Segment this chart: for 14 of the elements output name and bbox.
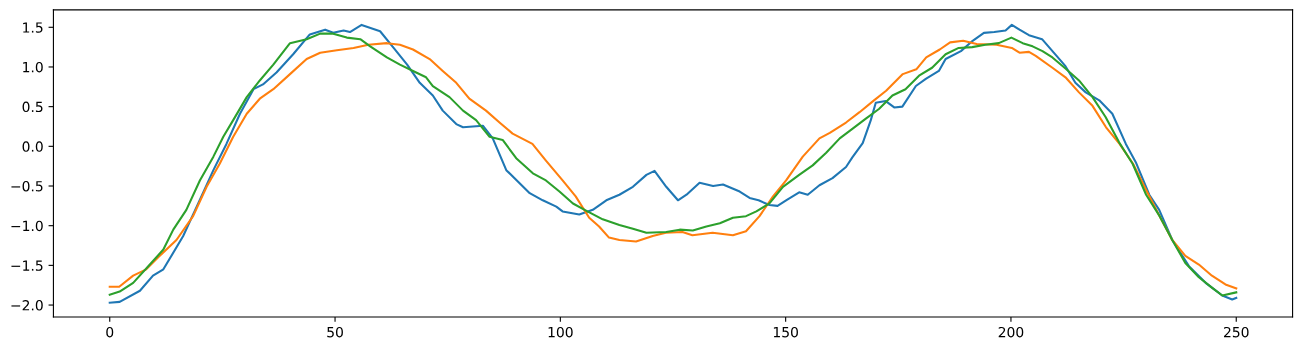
y-tick-label: 1.0 <box>23 61 43 73</box>
y-tick-label: 0.5 <box>22 101 43 113</box>
x-tick-label: 0 <box>106 326 114 338</box>
y-tick-label: −1.0 <box>11 220 43 232</box>
x-tick-label: 100 <box>548 326 573 338</box>
y-tick-label: 0.0 <box>22 141 43 152</box>
x-tick-label: 250 <box>1224 326 1249 338</box>
y-tick-label: 1.5 <box>23 22 43 33</box>
y-tick-label: −1.5 <box>11 260 43 271</box>
x-tick-label: 150 <box>773 326 798 338</box>
x-tick-label: 50 <box>327 326 343 338</box>
y-tick-label: −2.0 <box>11 300 43 311</box>
x-tick-label: 200 <box>998 326 1024 338</box>
y-tick-label: −0.5 <box>11 180 43 192</box>
